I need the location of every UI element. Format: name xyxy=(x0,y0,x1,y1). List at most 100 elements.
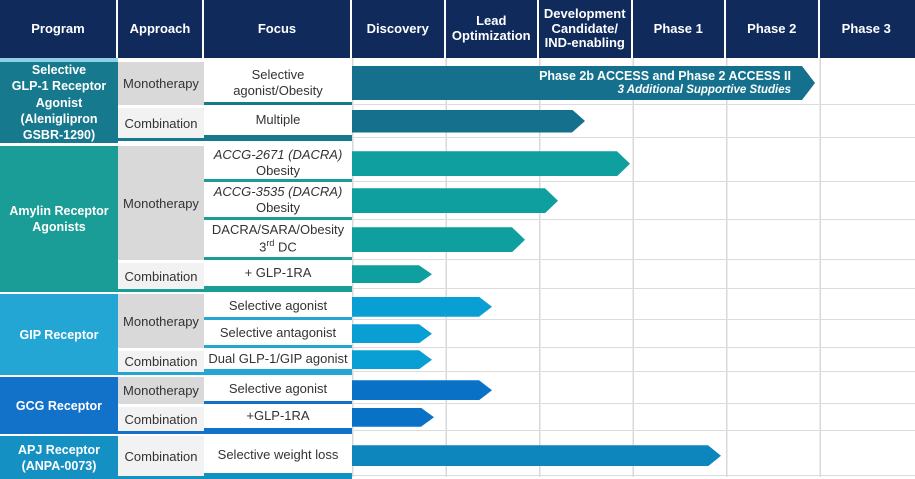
program-cell-glp1: Selective GLP-1 Receptor Agonist (Alenig… xyxy=(0,62,118,144)
approach-cell: Combination xyxy=(118,105,204,138)
focus-label: Selective antagonist xyxy=(219,324,337,340)
program-cell-gcg: GCG Receptor xyxy=(0,377,118,435)
header-approach: Approach xyxy=(118,0,204,58)
header-development-candidate: Development Candidate/ IND-enabling xyxy=(539,0,633,58)
header-program: Program xyxy=(0,0,118,58)
pipeline-row: ACCG-3535 (DACRA) Obesity xyxy=(204,182,915,221)
focus-label: Selective weight loss xyxy=(217,446,339,462)
header-phase-2: Phase 2 xyxy=(726,0,820,58)
pipeline-bar xyxy=(352,265,432,283)
pipeline-row: Selective agonist/Obesity Phase 2b ACCES… xyxy=(204,62,915,105)
pipeline-row: Selective antagonist xyxy=(204,320,915,349)
program-label: GIP Receptor xyxy=(19,327,99,342)
bar-label-line2: 3 Additional Supportive Studies xyxy=(617,83,791,96)
section-gip: GIP Receptor Monotherapy Selective agoni… xyxy=(0,294,915,376)
focus-label: + GLP-1RA xyxy=(244,265,312,281)
program-label: GCG Receptor xyxy=(15,398,103,413)
approach-label: Monotherapy xyxy=(123,195,199,211)
approach-label: Combination xyxy=(124,448,198,464)
approach-cell: Monotherapy xyxy=(118,294,204,349)
chart-cell xyxy=(352,404,915,432)
approach-cell: Combination xyxy=(118,348,204,373)
pipeline-bar xyxy=(352,350,432,369)
pipeline-row: ACCG-2671 (DACRA) Obesity xyxy=(204,146,915,183)
pipeline-row: Multiple xyxy=(204,105,915,138)
pipeline-row: Selective agonist xyxy=(204,294,915,321)
focus-label: Multiple xyxy=(255,111,301,127)
focus-label-line2: Obesity xyxy=(255,162,301,178)
section-apj: APJ Receptor (ANPA-0073) Combination Sel… xyxy=(0,436,915,479)
approach-label: Combination xyxy=(124,268,198,284)
focus-label: Selective agonist xyxy=(228,297,328,313)
group-combination: Combination Multiple xyxy=(118,105,915,138)
focus-label-line2: 3rd DC xyxy=(259,238,297,255)
focus-cell: ACCG-3535 (DACRA) Obesity xyxy=(204,182,352,221)
approach-cell: Combination xyxy=(118,436,204,477)
pipeline-bar xyxy=(352,227,525,252)
section-gcg: GCG Receptor Monotherapy Selective agoni… xyxy=(0,377,915,435)
approach-label: Monotherapy xyxy=(123,383,199,399)
header-row: Program Approach Focus Discovery Lead Op… xyxy=(0,0,915,58)
focus-label: Selective agonist xyxy=(228,381,328,397)
focus-label-line1: ACCG-3535 (DACRA) xyxy=(213,183,343,199)
chart-cell xyxy=(352,294,915,321)
program-label: Selective GLP-1 Receptor Agonist (Alenig… xyxy=(11,63,107,142)
chart-cell xyxy=(352,182,915,221)
section-underline xyxy=(118,289,352,293)
approach-cell: Combination xyxy=(118,260,204,290)
focus-cell: Multiple xyxy=(204,105,352,138)
group-monotherapy: Monotherapy Selective agonist xyxy=(118,294,915,349)
group-monotherapy: Monotherapy Selective agonist/Obesity Ph… xyxy=(118,62,915,105)
chart-cell xyxy=(352,377,915,405)
program-label: Amylin Receptor Agonists xyxy=(9,204,109,235)
section-underline xyxy=(118,138,352,141)
section-underline xyxy=(118,372,352,376)
approach-cell: Monotherapy xyxy=(118,62,204,105)
group-combination: Combination Dual GLP-1/GIP agonist xyxy=(118,348,915,373)
focus-label-line1: ACCG-2671 (DACRA) xyxy=(213,146,343,162)
focus-label-line2: Obesity xyxy=(255,199,301,215)
header-phase-1: Phase 1 xyxy=(633,0,726,58)
approach-label: Monotherapy xyxy=(123,76,199,91)
pipeline-row: +GLP-1RA xyxy=(204,404,915,432)
pipeline-bar xyxy=(352,380,492,400)
focus-label-line1: DACRA/SARA/Obesity xyxy=(211,221,345,237)
focus-cell: Selective weight loss xyxy=(204,436,352,477)
bar-label-line1: Phase 2b ACCESS and Phase 2 ACCESS II xyxy=(539,68,791,83)
group-monotherapy: Monotherapy ACCG-2671 (DACRA) Obesity xyxy=(118,146,915,261)
accent-strip xyxy=(0,58,118,62)
pipeline-bar xyxy=(352,188,558,213)
focus-cell: Selective agonist xyxy=(204,377,352,405)
pipeline-bar xyxy=(352,445,721,466)
focus-cell: Selective agonist xyxy=(204,294,352,321)
section-glp1: Selective GLP-1 Receptor Agonist (Alenig… xyxy=(0,62,915,144)
focus-cell: Dual GLP-1/GIP agonist xyxy=(204,348,352,373)
section-underline xyxy=(118,431,352,435)
pipeline-bar xyxy=(352,324,432,343)
group-combination: Combination Selective weight loss xyxy=(118,436,915,477)
pipeline-bar: Phase 2b ACCESS and Phase 2 ACCESS II 3 … xyxy=(352,66,815,100)
pipeline-row: + GLP-1RA xyxy=(204,260,915,290)
section-underline xyxy=(118,476,352,479)
group-combination: Combination +GLP-1RA xyxy=(118,404,915,432)
chart-body: Selective GLP-1 Receptor Agonist (Alenig… xyxy=(0,62,915,479)
chart-cell xyxy=(352,146,915,183)
program-label: APJ Receptor (ANPA-0073) xyxy=(18,442,100,473)
header-phase-3: Phase 3 xyxy=(841,20,891,36)
approach-cell: Monotherapy xyxy=(118,146,204,261)
bar-label: Phase 2b ACCESS and Phase 2 ACCESS II 3 … xyxy=(352,69,815,98)
focus-cell: + GLP-1RA xyxy=(204,260,352,290)
pipeline-bar xyxy=(352,297,492,317)
focus-cell: ACCG-2671 (DACRA) Obesity xyxy=(204,146,352,183)
program-cell-gip: GIP Receptor xyxy=(0,294,118,376)
chart-cell xyxy=(352,436,915,477)
pipeline-bar xyxy=(352,110,585,133)
focus-cell: Selective agonist/Obesity xyxy=(204,62,352,105)
group-monotherapy: Monotherapy Selective agonist xyxy=(118,377,915,405)
approach-label: Monotherapy xyxy=(123,313,199,329)
chart-cell xyxy=(352,260,915,290)
pipeline-row: Selective agonist xyxy=(204,377,915,405)
section-amylin: Amylin Receptor Agonists Monotherapy ACC… xyxy=(0,146,915,293)
chart-cell xyxy=(352,220,915,261)
